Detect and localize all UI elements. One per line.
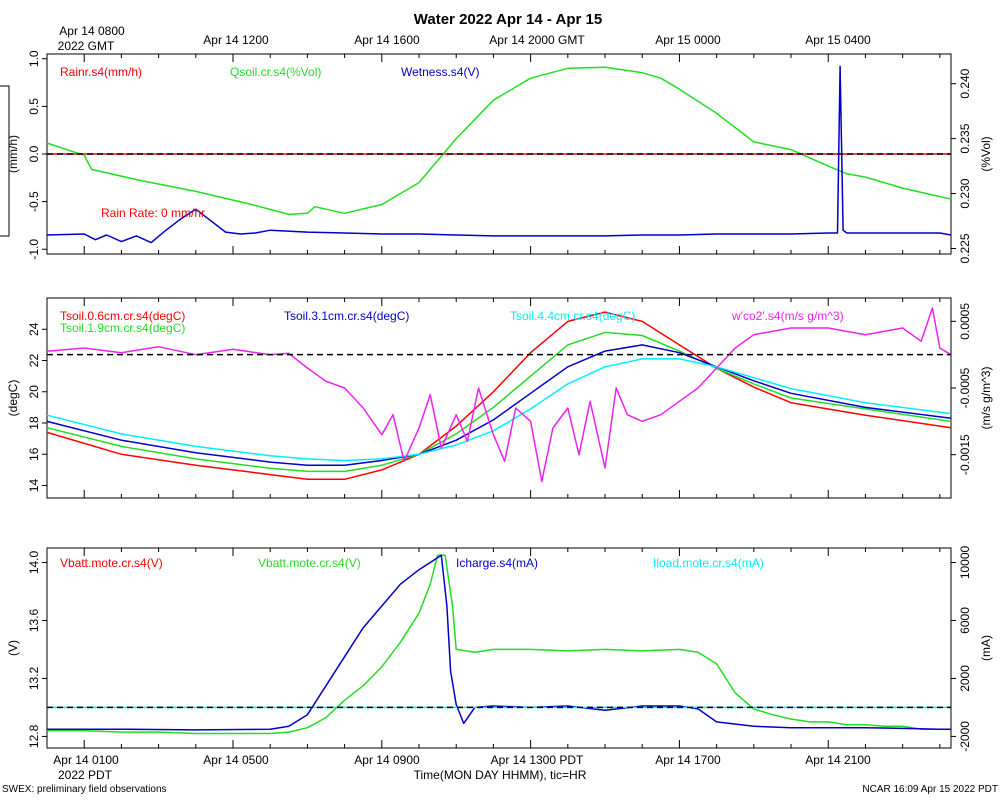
top-tick-label: Apr 15 0000 [655,33,721,47]
top-tick-label: Apr 14 1600 [354,33,420,47]
left-tick-label: 0.0 [27,145,41,162]
series-layer [46,307,952,483]
series-line-vbatt-mote-cr-s4 [47,554,951,735]
bottom-tick-label: Apr 14 0500 [203,753,269,767]
left-tick-label: 16 [27,447,41,461]
legend-entry: Rainr.s4(mm/h) [60,65,142,79]
legend-entry: Icharge.s4(mA) [456,556,538,570]
right-tick-label: -2000 [958,721,972,752]
right-axis-label: (m/s g/m^3) [979,367,993,430]
series-layer [47,554,951,735]
left-tick-label: 22 [27,354,41,368]
right-tick-label: 0.230 [958,178,972,208]
x-ticks [46,54,941,254]
footer-left: SWEX: preliminary field observations [2,784,167,795]
left-tick-label: 14 [27,479,41,493]
x-axis-title: Time(MON DAY HHMM), tic=HR [414,768,587,782]
left-tick-label: 0.5 [27,98,41,115]
left-tick-label: 13.2 [27,666,41,690]
right-axis: 0.225 0.230 0.235 0.240 [951,68,972,264]
top-tick-label: Apr 14 1200 [203,33,269,47]
series-line-wetness-s4 [46,65,952,244]
top-tick-label: Apr 14 2000 GMT [489,33,585,47]
x-ticks [46,548,941,748]
x-ticks [46,298,941,498]
right-tick-label: 6000 [958,607,972,634]
series-layer [46,65,952,244]
right-tick-label: 2000 [958,665,972,692]
series-line-icharge-s4 [47,554,951,731]
legend-entry: Wetness.s4(V) [401,65,479,79]
right-tick-label: -0.0015 [958,434,972,475]
right-tick-label: -0.0005 [958,367,972,408]
right-tick-label: 10000 [958,545,972,579]
left-axis-label: (V) [6,640,20,656]
panel-frame [46,297,952,499]
left-tick-label: -0.5 [27,191,41,212]
bottom-axis: Apr 14 0100 Apr 14 0500 Apr 14 0900 Apr … [53,753,871,782]
left-axis-label: (degC) [6,380,20,417]
left-axis: 14 16 18 20 22 24 [27,322,47,492]
series-line-tsoil-3-1cm-cr-s4 [46,344,952,466]
top-axis-sub-label: 2022 GMT [58,39,115,53]
left-axis-label: (mm/h) [6,135,20,173]
right-tick-label: 0.0005 [958,303,972,340]
left-tick-label: 14.0 [27,550,41,574]
panel-frame [46,547,952,749]
bottom-tick-label: Apr 14 1700 [655,753,721,767]
right-axis: -2000 2000 6000 10000 [951,545,972,752]
chart-title: Water 2022 Apr 14 - Apr 15 [414,11,602,28]
left-tick-label: 18 [27,416,41,430]
legend-entry: Qsoil.cr.s4(%Vol) [230,65,321,79]
panel-soil-temperature: 14 16 18 20 22 24 -0.0015 -0.0005 0.0005 (degC)… [6,297,993,499]
right-axis-label: (mA) [979,635,993,661]
left-tick-label: 13.6 [27,608,41,632]
legend-entry: Tsoil.3.1cm.cr.s4(degC) [284,309,409,323]
series-line-w-co2-s4 [46,307,952,483]
right-axis-label: (%Vol) [979,136,993,171]
top-axis: Apr 14 0800 Apr 14 1200 Apr 14 1600 Apr … [58,24,871,53]
left-axis: -1.0 -0.5 0.0 0.5 1.0 [27,50,47,260]
rain-rate-annotation: Rain Rate: 0 mm/hr [101,206,205,220]
legend-entry: Iload.mote.cr.s4(mA) [653,556,764,570]
footer-right: NCAR 16:09 Apr 15 2022 PDT [862,784,998,795]
panel-rain-soil: -1.0 -0.5 0.0 0.5 1.0 0.225 0.230 0.235 0.240 (… [6,50,993,263]
right-tick-label: 0.235 [958,123,972,153]
top-tick-label: Apr 14 0800 [59,24,125,38]
series-line-tsoil-0-6cm-cr-s4 [46,311,952,481]
left-axis: 12.8 13.2 13.6 14.0 [27,550,47,748]
top-tick-label: Apr 15 0400 [805,33,871,47]
bottom-tick-label: Apr 14 2100 [805,753,871,767]
bottom-tick-label: Apr 14 0100 [53,753,119,767]
edge-box [0,85,10,237]
right-tick-label: 0.225 [958,233,972,263]
right-tick-label: 0.240 [958,68,972,98]
right-axis: -0.0015 -0.0005 0.0005 [951,303,972,475]
legend-entry: Tsoil.1.9cm.cr.s4(degC) [60,321,185,335]
series-line-tsoil-1-9cm-cr-s4 [46,331,952,473]
legend-entry: w'co2'.s4(m/s g/m^3) [731,309,844,323]
legend-entry: Tsoil.4.4cm.cr.s4(degC) [510,309,635,323]
left-tick-label: 12.8 [27,724,41,748]
legend-entry: Vbatt.mote.cr.s4(V) [60,556,163,570]
left-tick-label: 24 [27,322,41,336]
left-tick-label: -1.0 [27,239,41,260]
left-tick-label: 1.0 [27,50,41,67]
legend-entry: Tsoil.0.6cm.cr.s4(degC) [60,309,185,323]
series-line-qsoil-cr-s4 [46,66,952,216]
legend-entry: Vbatt.mote.cr.s4(V) [258,556,361,570]
left-tick-label: 20 [27,385,41,399]
bottom-tick-label: Apr 14 0900 [354,753,420,767]
series-line-tsoil-4-4cm-cr-s4 [46,358,952,462]
bottom-tick-label: Apr 14 1300 PDT [491,753,584,767]
bottom-axis-sub-label: 2022 PDT [58,768,113,782]
